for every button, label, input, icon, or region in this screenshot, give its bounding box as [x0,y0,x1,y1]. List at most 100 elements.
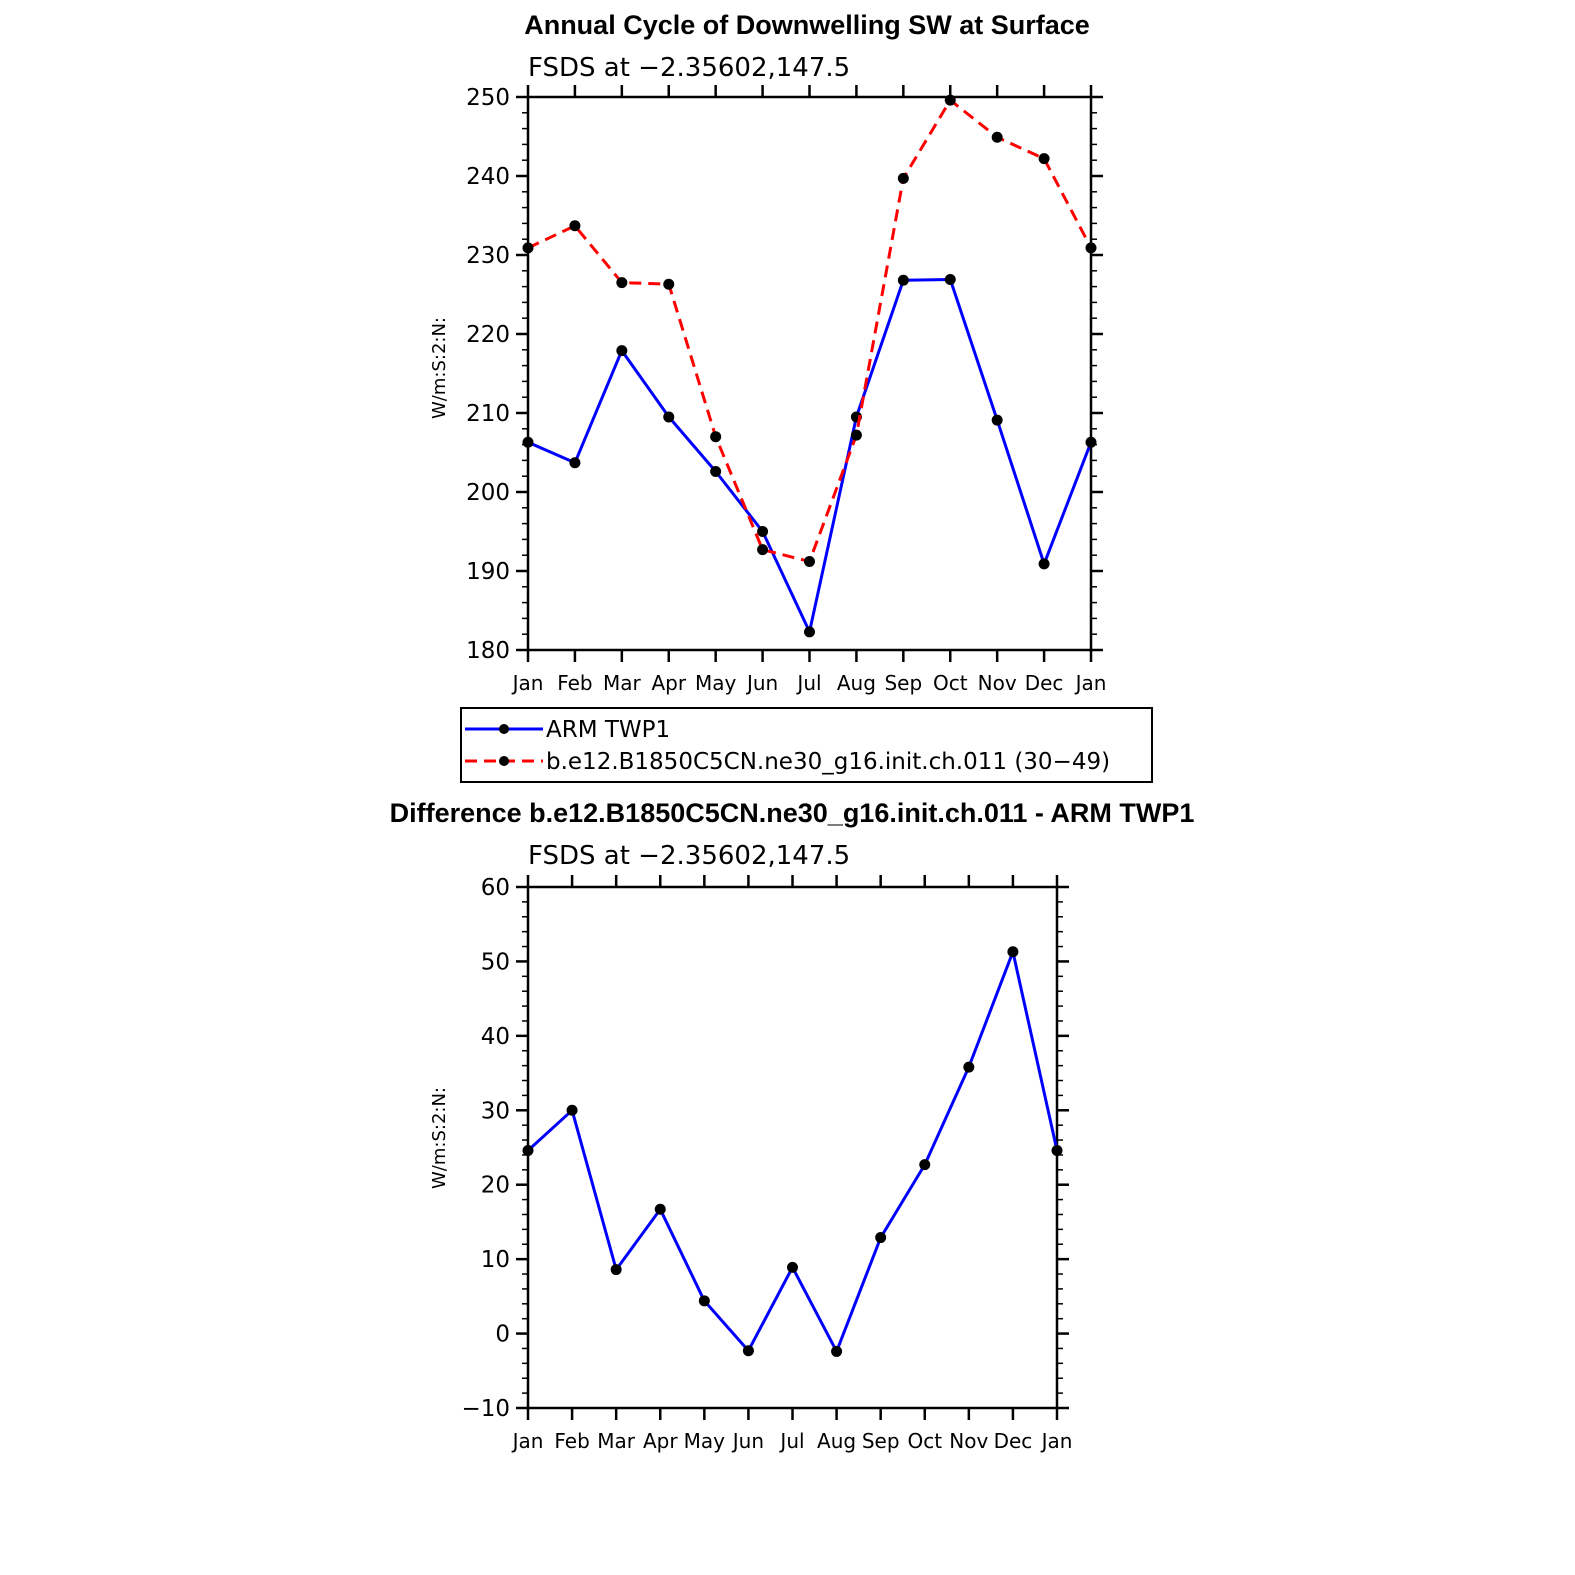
y-tick-label: 200 [466,480,510,506]
data-point [1085,242,1097,254]
plot-area: 180 190 200 210 220 230 240 250 Jan Feb Mar Apr May J… [466,85,1106,695]
data-point [566,1104,578,1116]
series-0 [522,946,1063,1357]
difference-chart: Difference b.e12.B1850C5CN.ne30_g16.init… [390,798,1195,1453]
y-tick-label: 20 [481,1173,510,1199]
data-point [654,1203,666,1215]
data-point [1038,153,1050,165]
series-0 [522,273,1097,638]
y-tick-label: 220 [466,322,510,348]
data-point [875,1232,887,1244]
data-point [710,431,722,443]
x-tick-label: Jan [1040,1429,1073,1453]
data-point [522,436,534,448]
series-line [527,98,1093,563]
data-point [804,626,815,638]
x-tick-label: Mar [603,671,642,695]
data-point [1038,558,1050,570]
y-tick-label: 180 [466,638,510,664]
data-point [787,1261,798,1273]
x-tick-label: Feb [557,671,592,695]
x-tick-label: Aug [817,1429,856,1453]
data-point [991,131,1003,143]
chart-title: Annual Cycle of Downwelling SW at Surfac… [524,10,1090,40]
legend-marker-arm [499,724,509,734]
y-tick-label: 30 [481,1098,510,1124]
plot-area: −10 0 10 20 30 40 50 60 Jan Feb Mar Apr May Jun Jul Aug… [461,875,1072,1453]
x-tick-label: Jun [731,1429,764,1453]
data-point [1007,946,1019,958]
data-point [757,526,769,537]
x-tick-label: Jan [511,671,544,695]
annual-cycle-chart: Annual Cycle of Downwelling SW at Surfac… [429,10,1153,783]
y-axis-label: W/m:S:2:N: [429,1087,450,1189]
data-point [616,345,628,357]
series-1 [522,94,1097,568]
y-tick-label: 60 [481,875,510,901]
chart-subtitle: FSDS at −2.35602,147.5 [528,53,850,83]
x-tick-label: Apr [643,1429,678,1453]
y-tick-label: 40 [481,1024,510,1050]
chart-subtitle: FSDS at −2.35602,147.5 [528,841,850,871]
legend-marker-model [499,756,509,766]
y-tick-label: 190 [466,559,510,585]
y-tick-label: 10 [481,1247,510,1273]
x-tick-label: Oct [907,1429,942,1453]
y-tick-label: 230 [466,243,510,269]
x-tick-label: Aug [837,671,876,695]
legend-label-arm: ARM TWP1 [546,717,670,743]
legend-box [460,707,1153,783]
x-tick-label: Nov [949,1429,988,1453]
x-tick-label: Jan [511,1429,544,1453]
y-tick-label: 250 [466,85,510,111]
y-tick-label: 50 [481,949,510,975]
data-point [616,277,628,289]
legend: ARM TWP1 b.e12.B1850C5CN.ne30_g16.init.c… [460,707,1153,783]
data-point [831,1345,843,1357]
data-point [663,278,675,290]
x-tick-label: Apr [651,671,686,695]
data-point [897,274,909,286]
legend-entry-model: b.e12.B1850C5CN.ne30_g16.init.ch.011 (30… [465,749,1110,775]
data-point [698,1295,710,1307]
data-point [522,1144,534,1156]
data-point [1051,1144,1063,1156]
x-tick-label: Dec [994,1429,1033,1453]
series-line [526,950,1059,1353]
y-tick-label: 240 [466,164,510,190]
x-tick-label: Jul [795,671,821,695]
data-point [663,411,675,423]
data-point [522,242,534,254]
data-point [569,457,581,469]
data-point [944,94,956,106]
x-tick-label: Mar [597,1429,636,1453]
y-tick-label: −10 [461,1396,510,1422]
x-tick-label: Jan [1074,671,1107,695]
data-point [742,1345,754,1357]
data-point [919,1159,931,1171]
data-point [804,556,815,568]
y-tick-label: 210 [466,401,510,427]
x-tick-label: Nov [978,671,1017,695]
legend-label-model: b.e12.B1850C5CN.ne30_g16.init.ch.011 (30… [546,749,1110,775]
x-tick-label: Dec [1025,671,1064,695]
x-tick-label: Sep [862,1429,900,1453]
plot-frame [526,885,1059,1410]
x-tick-label: Feb [554,1429,589,1453]
y-tick-label: 0 [495,1322,510,1348]
series-line [527,278,1093,634]
data-point [944,273,956,285]
data-point [897,172,909,184]
data-point [757,544,769,556]
chart-title: Difference b.e12.B1850C5CN.ne30_g16.init… [390,798,1195,828]
x-tick-label: Oct [933,671,968,695]
data-point [963,1061,975,1073]
data-point [569,220,581,232]
x-tick-label: Jun [745,671,778,695]
data-point [1085,436,1097,448]
x-tick-label: Jul [778,1429,804,1453]
y-axis-label: W/m:S:2:N: [429,317,450,419]
data-point [991,414,1003,426]
data-point [610,1264,622,1276]
